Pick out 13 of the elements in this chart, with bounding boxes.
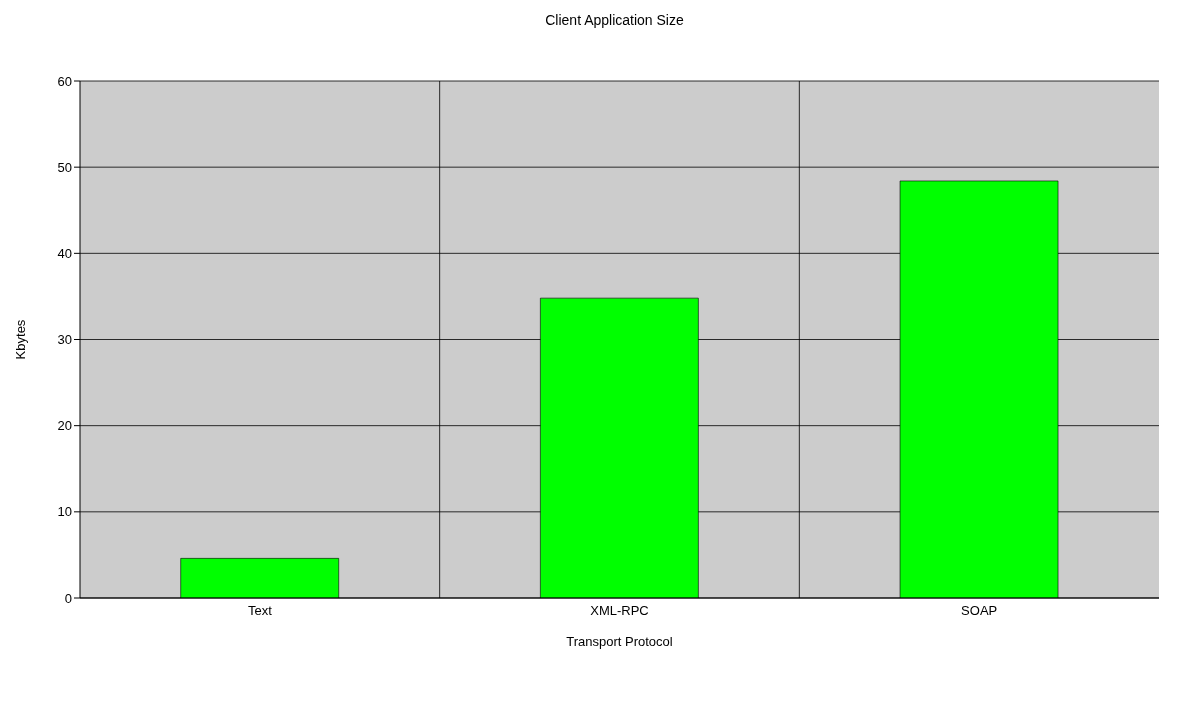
y-tick-label: 20 [57, 418, 72, 434]
x-axis-title: Transport Protocol [566, 634, 673, 649]
x-tick-label: SOAP [961, 603, 998, 619]
y-tick-label: 40 [57, 245, 72, 261]
x-tick-label: Text [247, 603, 273, 619]
y-tick-label: 0 [64, 590, 72, 606]
y-tick-label: 30 [57, 332, 72, 348]
chart-title: Client Application Size [544, 12, 685, 28]
x-tick-label: XML-RPC [590, 603, 649, 619]
y-tick-label: 50 [57, 159, 72, 175]
y-tick-label: 10 [57, 504, 72, 520]
y-tick-label: 60 [57, 73, 72, 89]
y-axis-title: Kbytes [12, 319, 28, 360]
